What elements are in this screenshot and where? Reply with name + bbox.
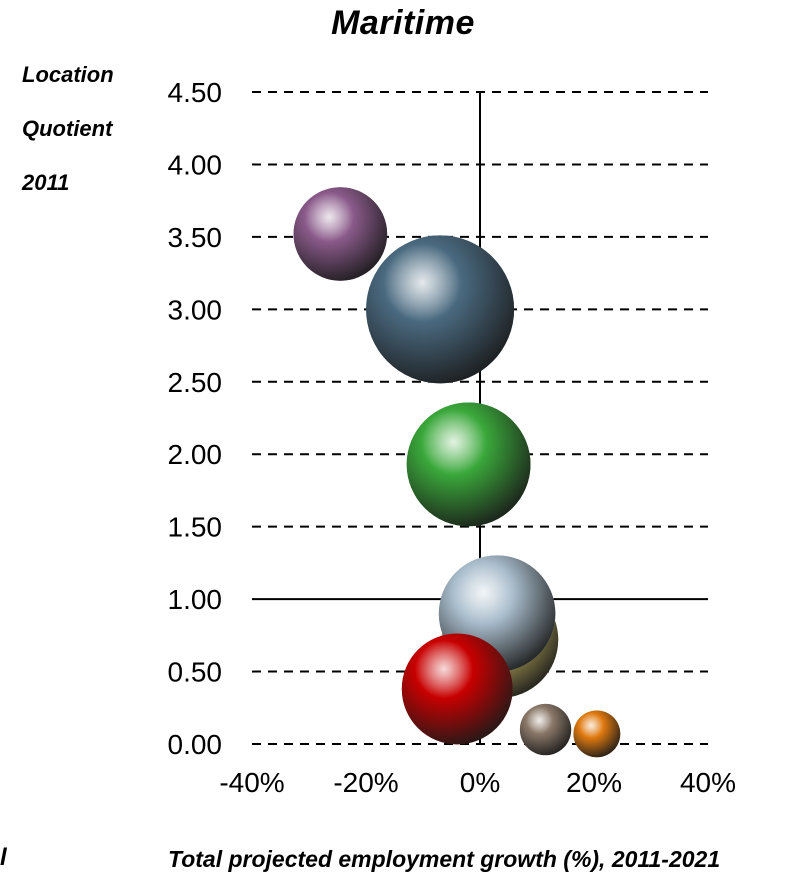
y-tick-label: 2.00 bbox=[168, 439, 223, 470]
bubble-shading-1 bbox=[366, 235, 515, 384]
x-axis-label: Total projected employment growth (%), 2… bbox=[168, 846, 721, 872]
y-axis-label-line-2: Quotient bbox=[22, 116, 113, 141]
bubble-shading-6 bbox=[519, 703, 572, 756]
x-tick-labels: -40% -20% 0% 20% 40% bbox=[219, 767, 736, 798]
y-tick-labels: 0.00 0.50 1.00 1.50 2.00 2.50 3.00 3.50 4.00 4.50 bbox=[168, 77, 223, 760]
y-axis-label-line-1: Location bbox=[22, 62, 114, 87]
y-tick-label: 4.50 bbox=[168, 77, 223, 108]
x-tick-label: -40% bbox=[219, 767, 284, 798]
chart-title: Maritime bbox=[331, 4, 475, 42]
y-tick-label: 2.50 bbox=[168, 367, 223, 398]
y-tick-label: 0.50 bbox=[168, 657, 223, 688]
x-tick-label: 40% bbox=[680, 767, 736, 798]
y-tick-label: 3.00 bbox=[168, 294, 223, 325]
x-tick-label: 0% bbox=[460, 767, 500, 798]
y-axis-label-line-3: 2011 bbox=[22, 170, 70, 195]
bubble-shading-0 bbox=[293, 187, 388, 281]
bubble-shading-5 bbox=[401, 633, 513, 745]
bubbles bbox=[293, 187, 621, 758]
y-tick-label: 0.00 bbox=[168, 729, 223, 760]
y-tick-label: 1.50 bbox=[168, 512, 223, 543]
x-tick-label: -20% bbox=[333, 767, 398, 798]
stray-label: l bbox=[0, 844, 7, 871]
bubble-shading-2 bbox=[406, 402, 531, 527]
y-tick-label: 1.00 bbox=[168, 584, 223, 615]
y-tick-label: 4.00 bbox=[168, 149, 223, 180]
bubble-shading-7 bbox=[573, 710, 621, 758]
y-tick-label: 3.50 bbox=[168, 222, 223, 253]
x-tick-label: 20% bbox=[566, 767, 622, 798]
